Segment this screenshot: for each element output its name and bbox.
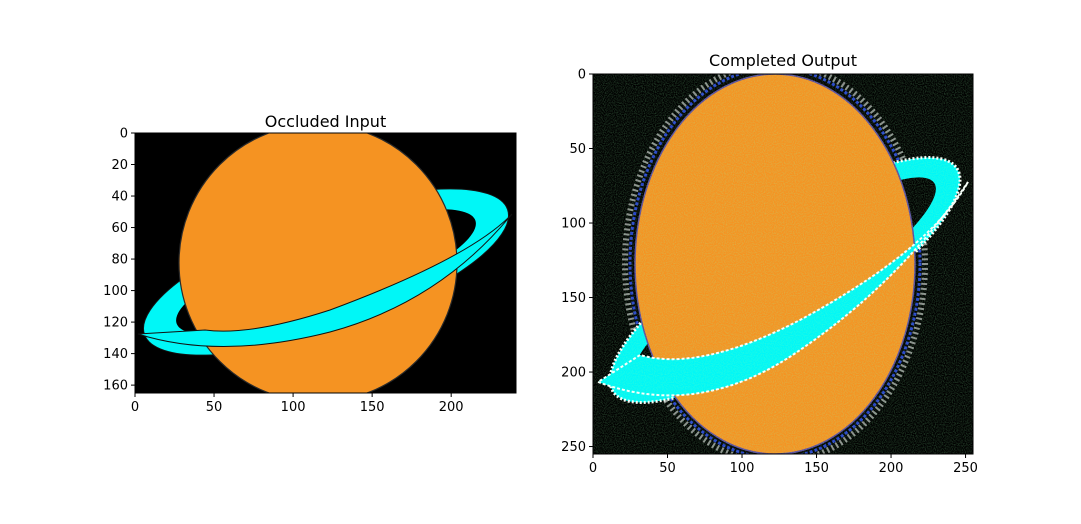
y-tick-label: 80 [111, 253, 128, 268]
x-tick-label: 0 [131, 400, 139, 415]
chart-title: Occluded Input [265, 112, 386, 131]
y-tick-label: 0 [120, 127, 128, 142]
y-tick-label: 50 [569, 142, 586, 157]
y-tick-label: 100 [561, 217, 586, 232]
chart-occluded-input: Occluded Input 0 50 100 150 200 0 20 40 60 80 100 1… [103, 112, 517, 416]
x-tick-label: 100 [730, 461, 755, 476]
chart-completed-output: Completed Output 0 50 100 150 200 25005010015… [561, 51, 978, 477]
y-tick-label: 120 [103, 316, 128, 331]
y-tick-label: 0 [578, 68, 586, 83]
plot-frame [134, 132, 517, 394]
y-tick-label: 20 [111, 158, 128, 173]
x-tick-label: 200 [879, 461, 904, 476]
x-tick-label: 0 [589, 461, 597, 476]
y-tick-label: 250 [561, 440, 586, 455]
x-tick-label: 150 [360, 400, 385, 415]
image-completed-output [593, 74, 973, 454]
y-tick-label: 100 [103, 284, 128, 299]
y-tick-label: 200 [561, 366, 586, 381]
noise-overlay [593, 74, 973, 454]
x-tick-label: 50 [206, 400, 223, 415]
axis-ticks: 0 50 100 150 200 0 20 40 60 80 100 120 140 160 [103, 127, 463, 416]
planet [178, 133, 458, 393]
y-tick-label: 150 [561, 291, 586, 306]
x-tick-label: 150 [804, 461, 829, 476]
y-tick-label: 160 [103, 379, 128, 394]
x-tick-label: 200 [439, 400, 464, 415]
y-tick-label: 40 [111, 190, 128, 205]
x-tick-label: 50 [659, 461, 676, 476]
ring-front [137, 213, 513, 348]
x-tick-label: 100 [281, 400, 306, 415]
y-tick-label: 140 [103, 347, 128, 362]
chart-title: Completed Output [709, 51, 857, 70]
plot-frame [592, 73, 974, 455]
y-tick-label: 60 [111, 221, 128, 236]
x-tick-label: 250 [953, 461, 978, 476]
image-occluded-input [135, 133, 516, 393]
